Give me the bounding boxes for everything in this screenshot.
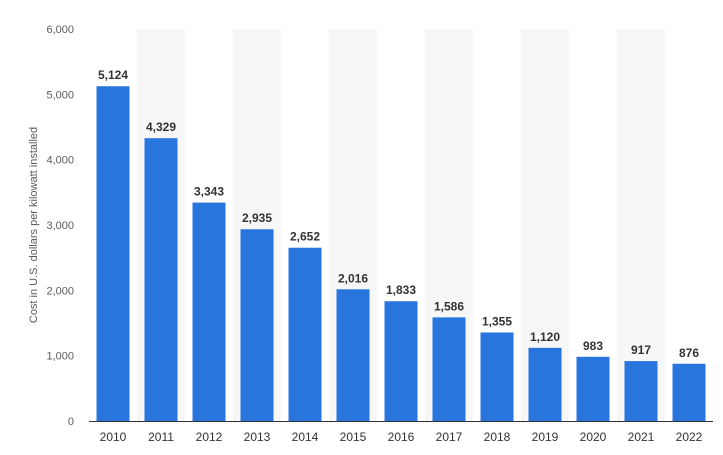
bar bbox=[528, 347, 562, 421]
data-label: 983 bbox=[583, 339, 603, 353]
data-label: 1,833 bbox=[386, 283, 416, 297]
data-label: 4,329 bbox=[146, 120, 176, 134]
y-tick-label: 3,000 bbox=[46, 220, 74, 232]
y-tick-label: 4,000 bbox=[46, 155, 74, 167]
bar bbox=[432, 317, 466, 421]
x-tick-label: 2018 bbox=[484, 430, 511, 444]
bar bbox=[144, 138, 178, 421]
x-tick-label: 2017 bbox=[436, 430, 463, 444]
bar bbox=[576, 356, 610, 421]
bars bbox=[96, 86, 706, 422]
bar bbox=[336, 289, 370, 421]
data-label: 917 bbox=[631, 343, 651, 357]
x-tick-label: 2013 bbox=[244, 430, 271, 444]
column-band bbox=[617, 29, 665, 421]
bar bbox=[624, 361, 658, 421]
x-axis-ticks: 2010 2011 2012 2013 2014 2015 2016 2017 2018 2019… bbox=[100, 430, 703, 444]
bar bbox=[384, 301, 418, 421]
x-tick-label: 2014 bbox=[292, 430, 319, 444]
x-tick-label: 2019 bbox=[532, 430, 559, 444]
y-tick-label: 1,000 bbox=[46, 351, 74, 363]
bar bbox=[192, 202, 226, 421]
bar bbox=[288, 247, 322, 421]
x-tick-label: 2015 bbox=[340, 430, 367, 444]
data-labels: 5,124 4,329 3,343 2,935 2,652 2,016 1,833 1,586… bbox=[98, 68, 699, 360]
bar bbox=[672, 363, 706, 421]
x-tick-label: 2012 bbox=[196, 430, 223, 444]
data-label: 876 bbox=[679, 346, 699, 360]
bar bbox=[480, 332, 514, 421]
data-label: 1,586 bbox=[434, 299, 464, 313]
data-label: 2,935 bbox=[242, 211, 272, 225]
y-tick-label: 6,000 bbox=[46, 24, 74, 36]
bar bbox=[240, 229, 274, 421]
data-label: 2,016 bbox=[338, 271, 368, 285]
x-tick-label: 2020 bbox=[580, 430, 607, 444]
x-tick-label: 2022 bbox=[676, 430, 703, 444]
data-label: 3,343 bbox=[194, 185, 224, 199]
x-tick-label: 2021 bbox=[628, 430, 655, 444]
data-label: 1,120 bbox=[530, 330, 560, 344]
y-axis-title: Cost in U.S. dollars per kilowatt instal… bbox=[28, 127, 40, 323]
x-tick-label: 2016 bbox=[388, 430, 415, 444]
bar bbox=[96, 86, 130, 422]
y-tick-label: 2,000 bbox=[46, 285, 74, 297]
data-label: 1,355 bbox=[482, 314, 512, 328]
x-tick-label: 2011 bbox=[148, 430, 174, 444]
y-axis-ticks: 0 1,000 2,000 3,000 4,000 5,000 6,000 bbox=[46, 24, 74, 428]
data-label: 5,124 bbox=[98, 68, 128, 82]
y-tick-label: 5,000 bbox=[46, 89, 74, 101]
data-label: 2,652 bbox=[290, 230, 320, 244]
y-tick-label: 0 bbox=[68, 416, 74, 428]
x-tick-label: 2010 bbox=[100, 430, 127, 444]
